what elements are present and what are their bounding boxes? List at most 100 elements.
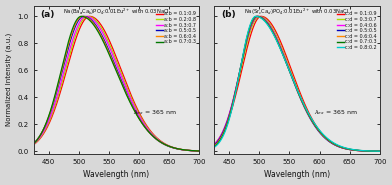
a:b = 0.5:0.5	[166, 145, 171, 147]
c:d = 0.1:0.9	[218, 136, 223, 139]
a:b = 0.5:0.5	[203, 150, 207, 152]
c:d = 0.8:0.2	[294, 86, 299, 88]
a:b = 0.1:0.9	[113, 55, 118, 57]
a:b = 0.1:0.9	[198, 150, 203, 152]
a:b = 0.5:0.5	[113, 66, 118, 68]
c:d = 0.4:0.6	[209, 146, 214, 148]
a:b = 0.1:0.9	[37, 138, 42, 140]
a:b = 0.2:0.8	[198, 150, 203, 152]
a:b = 0.7:0.3	[109, 58, 113, 60]
Text: Na(Sr$_c$Ca$_d$)PO$_4$:0.01Eu$^{2+}$ with 0.03NaCl: Na(Sr$_c$Ca$_d$)PO$_4$:0.01Eu$^{2+}$ wit…	[244, 7, 350, 17]
c:d = 0.5:0.5	[289, 75, 294, 78]
Line: a:b = 0.6:0.4: a:b = 0.6:0.4	[31, 16, 205, 151]
c:d = 0.8:0.2	[347, 148, 351, 150]
c:d = 0.1:0.9	[259, 15, 263, 17]
a:b = 0.2:0.8	[198, 150, 203, 152]
a:b = 0.7:0.3	[28, 145, 33, 147]
a:b = 0.3:0.7	[198, 150, 203, 152]
c:d = 0.6:0.4	[347, 148, 351, 150]
a:b = 0.1:0.9	[198, 150, 203, 152]
c:d = 0.7:0.3	[218, 139, 223, 141]
a:b = 0.5:0.5	[81, 15, 86, 17]
Line: c:d = 0.6:0.4: c:d = 0.6:0.4	[211, 16, 386, 151]
c:d = 0.8:0.2	[289, 75, 294, 77]
a:b = 0.6:0.4	[113, 67, 118, 69]
c:d = 0.7:0.3	[347, 148, 351, 150]
a:b = 0.3:0.7	[113, 61, 118, 63]
c:d = 0.3:0.7	[209, 145, 214, 148]
c:d = 0.4:0.6	[347, 148, 351, 150]
a:b = 0.6:0.4	[198, 150, 203, 152]
a:b = 0.5:0.5	[28, 144, 33, 147]
c:d = 0.5:0.5	[294, 87, 299, 89]
X-axis label: Wavelength (nm): Wavelength (nm)	[83, 170, 149, 179]
Text: Na(Ba$_a$Ca$_b$)PO$_4$:0.01Eu$^{2+}$ with 0.03NaCl: Na(Ba$_a$Ca$_b$)PO$_4$:0.01Eu$^{2+}$ wit…	[63, 7, 170, 17]
c:d = 0.5:0.5	[218, 137, 223, 139]
c:d = 0.3:0.7	[294, 84, 299, 87]
a:b = 0.7:0.3	[37, 135, 42, 137]
a:b = 0.6:0.4	[203, 150, 207, 152]
c:d = 0.3:0.7	[289, 72, 294, 75]
c:d = 0.1:0.9	[289, 69, 294, 71]
c:d = 0.5:0.5	[378, 150, 383, 152]
c:d = 0.6:0.4	[383, 150, 388, 152]
a:b = 0.1:0.9	[203, 150, 207, 152]
c:d = 0.6:0.4	[378, 150, 383, 152]
a:b = 0.3:0.7	[198, 150, 203, 152]
c:d = 0.1:0.9	[378, 150, 383, 152]
Text: (b): (b)	[221, 10, 236, 19]
c:d = 0.6:0.4	[289, 75, 294, 78]
a:b = 0.7:0.3	[198, 150, 203, 152]
c:d = 0.4:0.6	[289, 74, 294, 76]
a:b = 0.3:0.7	[166, 145, 171, 147]
c:d = 0.8:0.2	[378, 150, 383, 152]
c:d = 0.4:0.6	[294, 86, 299, 88]
a:b = 0.3:0.7	[84, 15, 89, 17]
a:b = 0.1:0.9	[28, 145, 33, 148]
Line: c:d = 0.7:0.3: c:d = 0.7:0.3	[211, 16, 386, 151]
a:b = 0.6:0.4	[28, 145, 33, 147]
c:d = 0.6:0.4	[218, 138, 223, 140]
Text: (a): (a)	[40, 10, 55, 19]
Text: $\lambda_{ex}$ = 365 nm: $\lambda_{ex}$ = 365 nm	[133, 108, 177, 117]
a:b = 0.7:0.3	[79, 15, 83, 17]
c:d = 0.3:0.7	[347, 148, 351, 150]
Line: a:b = 0.2:0.8: a:b = 0.2:0.8	[31, 16, 205, 151]
c:d = 0.7:0.3	[294, 87, 299, 89]
c:d = 0.7:0.3	[209, 147, 214, 150]
X-axis label: Wavelength (nm): Wavelength (nm)	[264, 170, 330, 179]
a:b = 0.3:0.7	[37, 137, 42, 139]
c:d = 0.6:0.4	[378, 150, 383, 152]
a:b = 0.3:0.7	[203, 150, 207, 152]
c:d = 0.5:0.5	[255, 15, 260, 17]
Legend: a:b = 0.1:0.9, a:b = 0.2:0.8, a:b = 0.3:0.7, a:b = 0.5:0.5, a:b = 0.6:0.4, a:b =: a:b = 0.1:0.9, a:b = 0.2:0.8, a:b = 0.3:…	[156, 11, 197, 45]
a:b = 0.6:0.4	[109, 56, 113, 58]
c:d = 0.7:0.3	[254, 15, 259, 17]
a:b = 0.1:0.9	[166, 144, 171, 147]
a:b = 0.7:0.3	[203, 150, 207, 152]
a:b = 0.2:0.8	[203, 150, 207, 152]
Legend: c:d = 0.1:0.9, c:d = 0.3:0.7, c:d = 0.4:0.6, c:d = 0.5:0.5, c:d = 0.6:0.4, c:d =: c:d = 0.1:0.9, c:d = 0.3:0.7, c:d = 0.4:…	[337, 11, 377, 51]
c:d = 0.5:0.5	[347, 148, 351, 151]
c:d = 0.3:0.7	[257, 15, 262, 17]
a:b = 0.2:0.8	[85, 15, 90, 17]
c:d = 0.1:0.9	[209, 146, 214, 148]
a:b = 0.2:0.8	[166, 144, 171, 147]
a:b = 0.5:0.5	[198, 150, 203, 152]
a:b = 0.2:0.8	[109, 46, 113, 49]
a:b = 0.7:0.3	[166, 145, 171, 147]
a:b = 0.2:0.8	[28, 145, 33, 147]
a:b = 0.6:0.4	[198, 150, 203, 152]
Line: a:b = 0.1:0.9: a:b = 0.1:0.9	[31, 16, 205, 151]
Line: c:d = 0.8:0.2: c:d = 0.8:0.2	[211, 16, 386, 151]
Line: c:d = 0.5:0.5: c:d = 0.5:0.5	[211, 16, 386, 151]
c:d = 0.8:0.2	[218, 140, 223, 142]
Y-axis label: Normalized Intensity (a.u.): Normalized Intensity (a.u.)	[5, 33, 12, 126]
c:d = 0.4:0.6	[378, 150, 383, 152]
a:b = 0.2:0.8	[113, 58, 118, 60]
a:b = 0.7:0.3	[198, 150, 203, 152]
c:d = 0.6:0.4	[255, 15, 260, 17]
c:d = 0.3:0.7	[378, 150, 383, 152]
c:d = 0.8:0.2	[209, 148, 214, 150]
c:d = 0.1:0.9	[383, 150, 388, 152]
